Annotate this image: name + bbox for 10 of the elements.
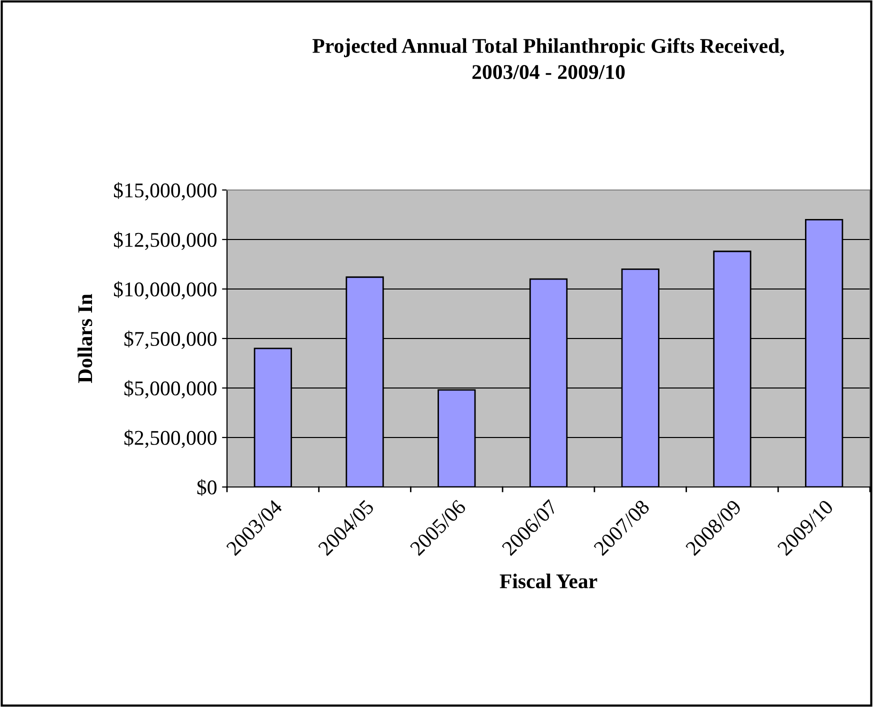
y-tick-label: $7,500,000 [124, 330, 216, 349]
y-tick-label: $10,000,000 [114, 281, 216, 300]
x-axis-title: Fiscal Year [500, 574, 598, 588]
chart-title: Projected Annual Total Philanthropic Gifts Received, 2003/04 - 2009/10 [312, 38, 784, 80]
y-tick-label: $12,500,000 [114, 232, 216, 250]
y-tick-label: $2,500,000 [124, 430, 216, 448]
y-tick-label: $5,000,000 [124, 380, 216, 398]
y-tick-label: $15,000,000 [114, 182, 216, 200]
y-axis-title: Dollars In [78, 294, 92, 383]
y-tick-label: $0 [197, 479, 216, 496]
